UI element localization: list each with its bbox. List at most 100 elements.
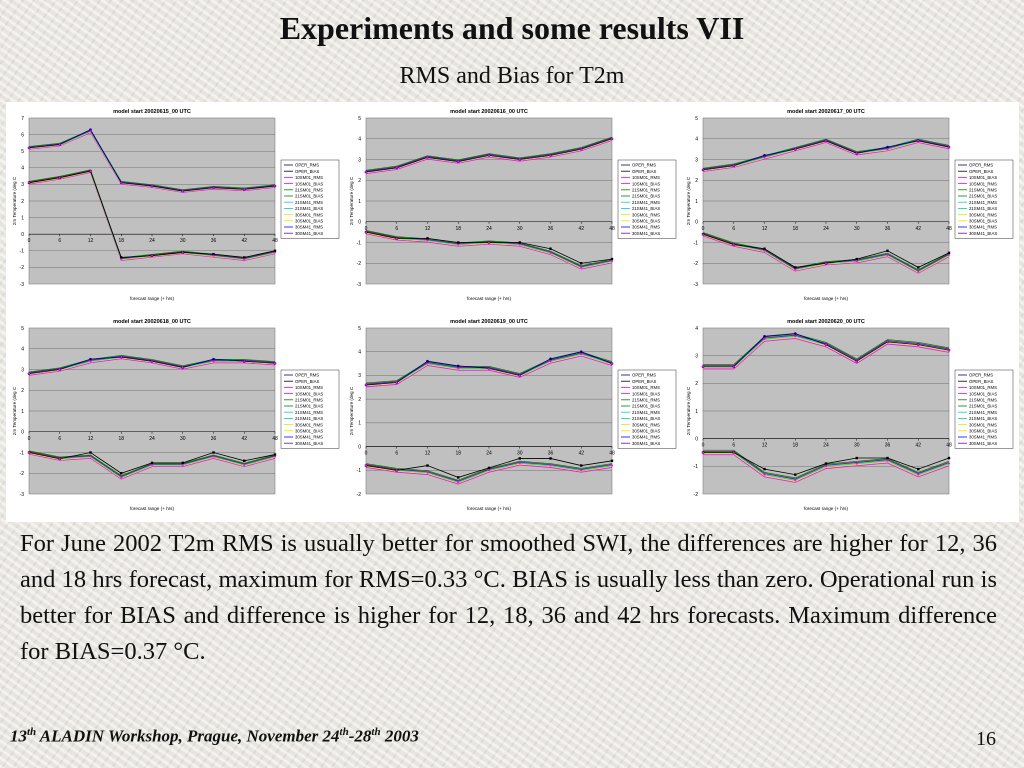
- series-point-cluster-rms: [702, 168, 704, 171]
- series-point-oper-bias: [794, 473, 797, 476]
- series-point-oper-rms: [212, 357, 215, 361]
- y-tick-label: 0: [21, 232, 24, 238]
- series-line-bias-0: [365, 464, 613, 485]
- legend-label: 10SM01_RMS: [969, 181, 997, 186]
- y-tick-label: 1: [358, 199, 361, 205]
- series-point-cluster-rms: [886, 340, 889, 343]
- y-tick-label: 7: [21, 116, 24, 122]
- y-tick-label: 5: [695, 116, 698, 122]
- y-tick-label: -2: [357, 492, 362, 498]
- series-point-cluster-rms: [580, 353, 583, 356]
- series-point-oper-bias: [549, 247, 552, 250]
- series-point-oper-bias: [120, 256, 123, 259]
- legend-label: 30SM41_RMS: [632, 225, 660, 230]
- chart-title: model start 20020618_00 UTC: [113, 319, 191, 325]
- legend-label: 21SM01_RMS: [969, 188, 997, 193]
- chart-svg: model start 20020616_00 UTC-3-2-10123450…: [349, 109, 677, 301]
- series-line-rms-0: [28, 132, 276, 193]
- x-tick-label: 30: [854, 443, 860, 449]
- legend-label: 10SM01_BIAS: [969, 391, 997, 396]
- series-line-bias-0: [365, 233, 613, 270]
- series-point-cluster-bias: [120, 258, 123, 261]
- y-tick-label: -1: [694, 240, 699, 246]
- series-point-cluster-rms: [702, 365, 704, 368]
- chart-svg: model start 20020615_00 UTC-3-2-10123456…: [12, 109, 340, 301]
- series-point-cluster-rms: [151, 185, 153, 188]
- legend-label: 21SM41_RMS: [295, 200, 323, 205]
- x-tick-label: 42: [241, 238, 247, 244]
- x-tick-label: 0: [365, 451, 368, 457]
- x-tick-label: 18: [792, 443, 798, 449]
- series-point-cluster-bias: [518, 243, 521, 246]
- x-tick-label: 0: [28, 238, 31, 244]
- series-point-cluster-bias: [58, 176, 61, 179]
- chart-panel-20020615: model start 20020615_00 UTC -3 -2 -1 0 1 2 3 4 5 6…: [7, 102, 343, 312]
- y-tick-label: 2: [695, 381, 698, 387]
- y-tick-label: 3: [358, 373, 361, 379]
- legend-label: 21SM41_RMS: [969, 200, 997, 205]
- legend-label: 30SM01_RMS: [295, 422, 323, 427]
- series-point-oper-bias: [426, 237, 429, 240]
- x-tick-label: 6: [732, 226, 735, 232]
- x-tick-label: 24: [823, 443, 829, 449]
- legend-label: 21SM41_RMS: [632, 410, 660, 415]
- x-tick-label: 12: [425, 451, 431, 457]
- series-point-oper-bias: [89, 451, 92, 454]
- series-point-cluster-bias: [580, 469, 583, 472]
- series-point-cluster-bias: [702, 233, 704, 236]
- x-tick-label: 48: [946, 226, 952, 232]
- legend-label: 10SM01_BIAS: [295, 181, 323, 186]
- series-point-oper-bias: [610, 459, 614, 462]
- series-point-oper-bias: [580, 262, 583, 265]
- page-number: 16: [976, 728, 996, 750]
- y-tick-label: 3: [695, 157, 698, 163]
- series-line-rms-0: [28, 358, 276, 376]
- series-point-oper-bias: [824, 462, 828, 465]
- x-tick-label: 12: [88, 436, 94, 442]
- y-tick-label: -2: [20, 471, 25, 477]
- series-point-cluster-rms: [518, 374, 521, 377]
- series-line-rms-4: [365, 351, 613, 384]
- legend-label: 10SM01_BIAS: [632, 181, 660, 186]
- legend-label: 21SM01_BIAS: [632, 404, 660, 409]
- series-point-cluster-rms: [794, 148, 797, 151]
- legend-label: OPER_BIAS: [295, 379, 319, 384]
- x-tick-label: 30: [180, 436, 186, 442]
- legend-label: 30SM41_BIAS: [632, 441, 660, 446]
- chart-panel-20020617: model start 20020617_00 UTC -3 -2 -1 0 1 2 3 4 5 0…: [681, 102, 1017, 312]
- y-tick-label: -1: [357, 240, 362, 246]
- y-tick-label: -2: [694, 261, 699, 267]
- chart-title: model start 20020620_00 UTC: [787, 319, 865, 325]
- series-point-oper-bias: [243, 459, 246, 462]
- legend-label: 21SM01_BIAS: [632, 194, 660, 199]
- series-point-oper-bias: [794, 266, 797, 269]
- y-tick-label: 4: [21, 347, 24, 353]
- slide-subtitle: RMS and Bias for T2m: [399, 63, 625, 89]
- legend-label: 21SM41_BIAS: [969, 416, 997, 421]
- legend-label: 10SM01_BIAS: [632, 391, 660, 396]
- series-point-cluster-bias: [151, 463, 153, 466]
- series-point-oper-bias: [763, 467, 766, 471]
- series-point-cluster-bias: [702, 451, 704, 454]
- series-point-cluster-bias: [181, 463, 184, 466]
- series-point-cluster-bias: [395, 237, 398, 240]
- y-tick-label: 1: [21, 215, 24, 221]
- series-point-cluster-rms: [365, 170, 367, 173]
- legend-label: OPER_RMS: [295, 373, 319, 378]
- legend-label: 30SM41_RMS: [295, 435, 323, 440]
- series-point-cluster-bias: [549, 251, 552, 254]
- legend-label: 10SM01_RMS: [969, 385, 997, 390]
- series-point-oper-bias: [947, 456, 951, 460]
- x-tick-label: 48: [272, 238, 278, 244]
- y-tick-label: 2: [358, 397, 361, 403]
- series-point-cluster-rms: [243, 360, 246, 363]
- series-point-cluster-bias: [28, 451, 30, 454]
- series-point-cluster-rms: [763, 156, 766, 159]
- series-point-oper-rms: [793, 332, 797, 335]
- legend-label: OPER_BIAS: [295, 169, 319, 174]
- series-point-cluster-bias: [488, 241, 490, 244]
- chart-panel-20020616: model start 20020616_00 UTC -3 -2 -1 0 1 2 3 4 5 0…: [344, 102, 680, 312]
- legend-label: OPER_BIAS: [969, 169, 993, 174]
- y-tick-label: -2: [20, 265, 25, 271]
